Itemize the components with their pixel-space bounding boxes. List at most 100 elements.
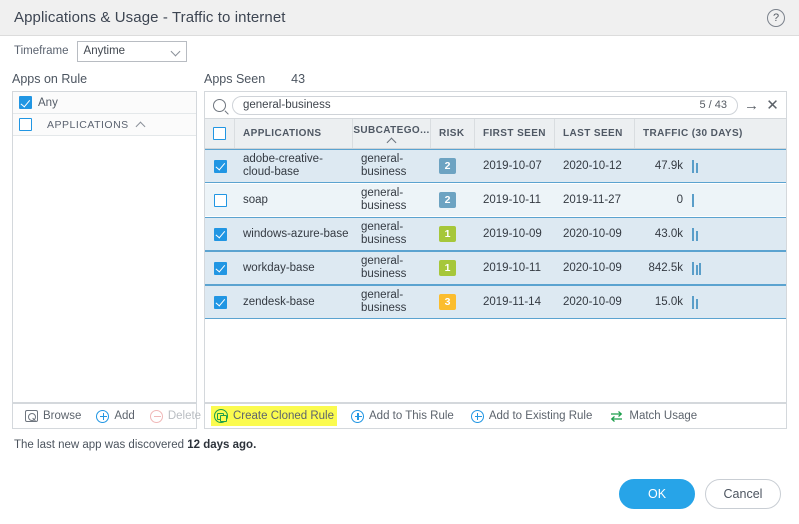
cell-risk: 3 <box>431 286 475 318</box>
column-risk[interactable]: RISK <box>431 119 475 148</box>
cell-application-text: zendesk-base <box>243 295 315 308</box>
apps-seen-header: Apps Seen 43 <box>204 66 787 91</box>
column-subcategory[interactable]: SUBCATEGO... <box>353 119 431 148</box>
chevron-up-icon[interactable] <box>137 120 146 129</box>
cell-last-seen-text: 2019-11-27 <box>563 193 621 206</box>
timeframe-value: Anytime <box>83 45 126 57</box>
cell-application-text: workday-base <box>243 261 315 274</box>
minus-circle-icon <box>149 409 163 423</box>
risk-badge: 1 <box>439 226 456 242</box>
risk-badge: 3 <box>439 294 456 310</box>
traffic-value: 842.5k <box>648 261 683 274</box>
traffic-sparkline <box>692 193 694 207</box>
risk-badge: 2 <box>439 158 456 174</box>
cell-subcategory: general-business <box>353 184 431 216</box>
timeframe-select[interactable]: Anytime <box>76 40 187 62</box>
cell-last-seen: 2020-10-09 <box>555 286 635 318</box>
row-checkbox[interactable] <box>213 261 227 275</box>
cell-subcategory-text: general-business <box>361 187 407 212</box>
cell-first-seen-text: 2019-10-09 <box>483 227 542 240</box>
create-cloned-rule-label: Create Cloned Rule <box>233 410 335 422</box>
column-last-seen[interactable]: LAST SEEN <box>555 119 635 148</box>
table-row[interactable]: soap general-business 2 2019-10-11 2019-11-2… <box>205 183 786 217</box>
row-checkbox[interactable] <box>213 193 227 207</box>
cell-first-seen-text: 2019-11-14 <box>483 295 541 308</box>
ok-button[interactable]: OK <box>619 479 695 509</box>
applications-group-checkbox[interactable] <box>19 118 32 131</box>
traffic-value: 0 <box>676 193 683 206</box>
clone-icon <box>214 409 228 423</box>
add-to-this-rule-label: Add to This Rule <box>369 410 454 422</box>
chevron-down-icon <box>172 48 180 56</box>
cell-last-seen: 2020-10-09 <box>555 252 635 284</box>
apps-seen-search-bar: general-business 5 / 43 → ✕ <box>204 91 787 118</box>
column-subcategory-label: SUBCATEGO... <box>353 124 430 136</box>
row-select-cell <box>205 286 235 318</box>
arrow-right-icon[interactable]: → <box>744 96 759 114</box>
browse-label: Browse <box>43 410 82 422</box>
cell-risk: 2 <box>431 184 475 216</box>
cancel-button[interactable]: Cancel <box>705 479 781 509</box>
row-checkbox[interactable] <box>213 295 227 309</box>
cell-last-seen: 2020-10-12 <box>555 150 635 182</box>
tree-group-applications[interactable]: APPLICATIONS <box>13 114 196 136</box>
cell-traffic: 15.0k <box>635 286 786 318</box>
match-usage-icon <box>609 410 624 423</box>
cell-last-seen-text: 2020-10-12 <box>563 159 622 172</box>
table-header-row: APPLICATIONS SUBCATEGO... RISK FIRST SEE… <box>205 119 786 149</box>
column-risk-label: RISK <box>439 128 465 139</box>
table-row[interactable]: windows-azure-base general-business 1 2019-… <box>205 217 786 251</box>
discovery-note-time: 12 days ago. <box>187 439 257 451</box>
cell-first-seen: 2019-10-11 <box>475 184 555 216</box>
add-button[interactable]: Add <box>93 406 137 426</box>
any-checkbox[interactable] <box>19 96 32 109</box>
column-traffic[interactable]: TRAFFIC (30 DAYS) <box>635 119 786 148</box>
row-checkbox[interactable] <box>213 227 227 241</box>
table-row[interactable]: adobe-creative-cloud-base general-busines… <box>205 149 786 183</box>
cell-last-seen-text: 2020-10-09 <box>563 227 622 240</box>
column-first-seen-label: FIRST SEEN <box>483 128 546 139</box>
cell-application: workday-base <box>235 252 353 284</box>
cell-subcategory-text: general-business <box>361 255 407 280</box>
table-row[interactable]: zendesk-base general-business 3 2019-11-14 2… <box>205 285 786 319</box>
cell-last-seen: 2019-11-27 <box>555 184 635 216</box>
add-to-this-rule-button[interactable]: Add to This Rule <box>348 406 457 426</box>
discovery-note-prefix: The last new app was discovered <box>14 439 188 451</box>
browse-button[interactable]: Browse <box>22 406 84 426</box>
column-applications-label: APPLICATIONS <box>243 128 322 139</box>
add-label: Add <box>114 410 135 422</box>
add-to-existing-rule-label: Add to Existing Rule <box>488 410 593 422</box>
match-usage-button[interactable]: Match Usage <box>606 406 700 426</box>
plus-circle-icon <box>351 409 365 423</box>
create-cloned-rule-button[interactable]: Create Cloned Rule <box>211 406 338 426</box>
tree-item-any[interactable]: Any <box>13 92 196 114</box>
applications-group-label: APPLICATIONS <box>47 118 129 131</box>
add-to-existing-rule-button[interactable]: Add to Existing Rule <box>468 406 596 426</box>
column-applications[interactable]: APPLICATIONS <box>235 119 353 148</box>
apps-seen-panel: general-business 5 / 43 → ✕ APPLICATIONS… <box>204 91 787 403</box>
cell-application: adobe-creative-cloud-base <box>235 150 353 182</box>
apps-seen-label: Apps Seen <box>204 71 266 86</box>
cell-first-seen: 2019-10-11 <box>475 252 555 284</box>
row-select-cell <box>205 150 235 182</box>
row-select-cell <box>205 184 235 216</box>
row-checkbox[interactable] <box>213 159 227 173</box>
cell-application: zendesk-base <box>235 286 353 318</box>
cell-traffic: 47.9k <box>635 150 786 182</box>
column-traffic-label: TRAFFIC (30 DAYS) <box>643 128 743 139</box>
select-all-checkbox[interactable] <box>213 127 226 140</box>
row-select-cell <box>205 218 235 250</box>
traffic-value: 47.9k <box>654 159 683 172</box>
search-input[interactable]: general-business 5 / 43 <box>232 95 738 115</box>
any-label: Any <box>38 96 58 109</box>
apps-seen-table: APPLICATIONS SUBCATEGO... RISK FIRST SEE… <box>204 118 787 403</box>
table-row[interactable]: workday-base general-business 1 2019-10-11 2… <box>205 251 786 285</box>
cell-application: windows-azure-base <box>235 218 353 250</box>
cell-subcategory: general-business <box>353 286 431 318</box>
apps-seen-count: 43 <box>291 71 306 86</box>
help-icon[interactable]: ? <box>767 8 785 27</box>
column-last-seen-label: LAST SEEN <box>563 128 623 139</box>
cell-last-seen: 2020-10-09 <box>555 218 635 250</box>
close-icon[interactable]: ✕ <box>766 96 779 114</box>
column-first-seen[interactable]: FIRST SEEN <box>475 119 555 148</box>
